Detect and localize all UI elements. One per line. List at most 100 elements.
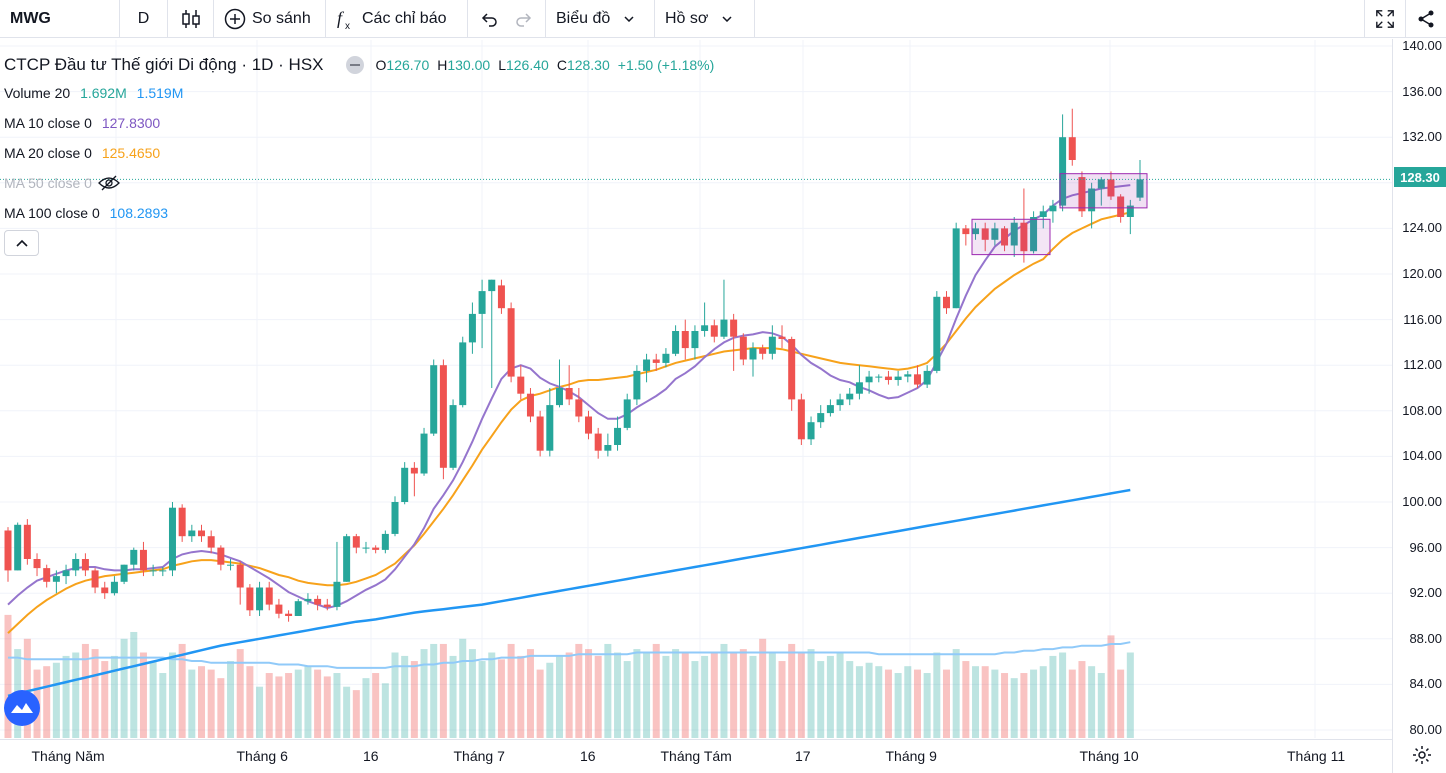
- compare-label: So sánh: [252, 9, 311, 27]
- candle-body: [285, 613, 293, 616]
- volume-bar: [120, 638, 128, 738]
- o-value: 126.70: [386, 57, 430, 73]
- legend-ma100[interactable]: MA 100 close 0 108.2893: [4, 205, 174, 221]
- candle-body: [468, 313, 476, 343]
- time-axis[interactable]: [0, 739, 1392, 740]
- volume-label: Volume 20: [4, 85, 71, 101]
- candle-body: [1078, 177, 1086, 212]
- chevron-up-icon: [15, 239, 28, 247]
- share-button[interactable]: [1406, 0, 1446, 38]
- l-value: 126.40: [505, 57, 549, 73]
- price-axis-label: 120.00: [1402, 266, 1442, 281]
- legend-ma10[interactable]: MA 10 close 0 127.8300: [4, 115, 166, 131]
- ma100-label: MA 100 close 0: [4, 205, 100, 221]
- share-icon: [1418, 10, 1434, 27]
- profile-menu[interactable]: Hồ sơ: [655, 0, 755, 38]
- volume-bar: [1117, 669, 1125, 738]
- volume-bar: [23, 638, 31, 738]
- candle-body: [62, 570, 70, 577]
- chevron-down-icon: [722, 15, 732, 22]
- volume-bar: [730, 652, 738, 738]
- candle-body: [227, 564, 235, 566]
- legend-collapse-button[interactable]: [4, 230, 39, 256]
- candle-body: [1001, 228, 1009, 246]
- candle-body: [894, 376, 902, 381]
- time-axis-label: 16: [363, 748, 379, 764]
- time-axis-label: Tháng Tám: [660, 748, 732, 764]
- indicators-label: Các chỉ báo: [362, 9, 447, 27]
- volume-bar: [1107, 635, 1115, 738]
- volume-bar: [662, 655, 670, 738]
- volume-bar: [381, 683, 389, 738]
- candle-body: [497, 285, 505, 309]
- compare-button[interactable]: So sánh: [214, 0, 326, 38]
- candle-body: [701, 325, 709, 331]
- volume-bar: [343, 686, 351, 738]
- volume-bar: [207, 669, 215, 738]
- volume-bar: [72, 652, 80, 738]
- volume-bar: [1001, 673, 1009, 738]
- settings-button[interactable]: [1412, 745, 1432, 770]
- volume-bar: [923, 673, 931, 738]
- h-label: H: [437, 57, 448, 73]
- candle-body: [168, 507, 176, 571]
- ohlc-close: C128.30: [557, 57, 610, 73]
- candle-body: [110, 581, 118, 594]
- candle-body: [488, 279, 496, 292]
- candle-body: [449, 405, 457, 468]
- volume-bar: [759, 638, 767, 738]
- candle-body: [362, 547, 370, 549]
- candle-body: [1107, 179, 1115, 197]
- candle-body: [430, 365, 438, 434]
- tradingview-logo[interactable]: [4, 690, 40, 726]
- symbol-search[interactable]: MWG: [0, 0, 120, 38]
- volume-bar: [875, 666, 883, 738]
- candle-body: [217, 547, 225, 565]
- eye-off-icon[interactable]: [98, 175, 120, 191]
- candle-body: [188, 530, 196, 537]
- volume-bar: [227, 661, 235, 738]
- volume-bar: [546, 662, 554, 738]
- candle-body: [555, 388, 563, 406]
- candle-body: [459, 342, 467, 406]
- price-axis-label: 140.00: [1402, 38, 1442, 53]
- legend-volume[interactable]: Volume 20 1.692M 1.519M: [4, 85, 189, 101]
- candle-body: [633, 370, 641, 400]
- candle-body: [275, 604, 283, 614]
- chart-type-button[interactable]: [168, 0, 214, 38]
- candle-body: [526, 393, 534, 417]
- candle-body: [904, 374, 912, 377]
- candle-body: [614, 427, 622, 445]
- volume-ma-line: [8, 641, 1131, 669]
- candle-body: [333, 581, 341, 607]
- candle-body: [323, 604, 331, 607]
- volume-bar: [333, 673, 341, 738]
- volume-bar: [807, 649, 815, 738]
- volume-bar: [1049, 655, 1057, 738]
- volume-bar: [604, 643, 612, 738]
- legend-ma20[interactable]: MA 20 close 0 125.4650: [4, 145, 166, 161]
- volume-bar: [410, 661, 418, 738]
- legend-hide-toggle[interactable]: [345, 56, 364, 74]
- candle-body: [381, 533, 389, 550]
- undo-redo-group: [468, 0, 546, 38]
- chart-menu[interactable]: Biểu đồ: [546, 0, 655, 38]
- candle-body: [942, 296, 950, 309]
- redo-icon[interactable]: [515, 11, 533, 27]
- interval-label: D: [137, 9, 150, 27]
- volume-bar: [130, 631, 138, 738]
- volume-bar: [517, 655, 525, 738]
- price-axis[interactable]: [1392, 39, 1393, 773]
- undo-icon[interactable]: [480, 11, 498, 27]
- profile-menu-label: Hồ sơ: [665, 9, 709, 27]
- fullscreen-button[interactable]: [1364, 0, 1406, 38]
- interval-button[interactable]: D: [120, 0, 168, 38]
- time-axis-label: Tháng 6: [236, 748, 288, 764]
- volume-bar: [778, 661, 786, 738]
- candle-body: [594, 433, 602, 451]
- legend-ma50[interactable]: MA 50 close 0: [4, 175, 120, 191]
- time-axis-label: Tháng 11: [1287, 748, 1346, 764]
- volume-bar: [110, 655, 118, 738]
